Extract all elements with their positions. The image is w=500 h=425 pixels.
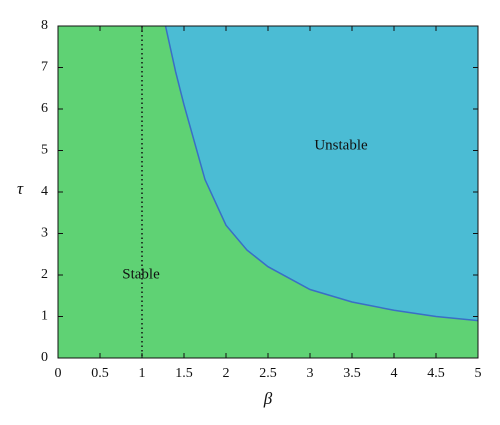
boundary-curve — [164, 25, 479, 322]
y-tick-label: 1 — [41, 309, 48, 324]
unstable-region — [165, 26, 478, 321]
x-tick-label: 1.5 — [175, 366, 193, 381]
plot-area — [58, 25, 479, 358]
y-tick-label: 0 — [41, 350, 48, 365]
x-tick-label: 0.5 — [91, 366, 109, 381]
y-tick-label: 3 — [41, 226, 48, 241]
x-tick-label: 4.5 — [427, 366, 445, 381]
y-tick-label: 8 — [41, 18, 48, 33]
region-label: Unstable — [314, 137, 368, 153]
x-tick-label: 0 — [55, 366, 62, 381]
x-tick-label: 3 — [307, 366, 314, 381]
x-tick-label: 2.5 — [259, 366, 277, 381]
x-axis-label: β — [263, 389, 273, 408]
y-tick-label: 6 — [41, 101, 48, 116]
x-tick-label: 3.5 — [343, 366, 361, 381]
x-tick-label: 4 — [391, 366, 398, 381]
y-tick-label: 5 — [41, 143, 48, 158]
region-label: Stable — [122, 266, 160, 282]
y-tick-label: 4 — [41, 184, 48, 199]
y-axis-label: τ — [17, 179, 24, 198]
x-tick-label: 1 — [139, 366, 146, 381]
y-tick-label: 7 — [41, 60, 48, 75]
y-tick-label: 2 — [41, 267, 48, 282]
x-tick-label: 5 — [475, 366, 482, 381]
x-tick-label: 2 — [223, 366, 230, 381]
